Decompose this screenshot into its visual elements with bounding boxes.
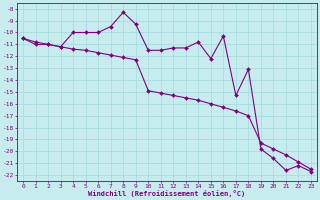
X-axis label: Windchill (Refroidissement éolien,°C): Windchill (Refroidissement éolien,°C) <box>88 190 246 197</box>
